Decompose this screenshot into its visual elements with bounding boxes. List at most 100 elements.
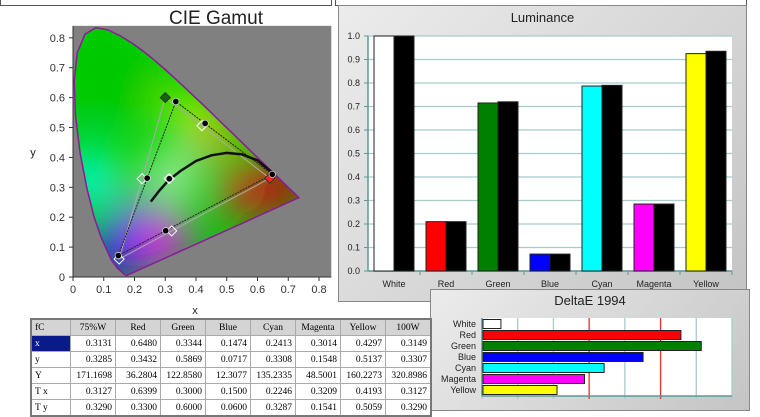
luminance-bar-yellow-target	[685, 53, 707, 272]
table-cell[interactable]: 0.3127	[385, 383, 432, 400]
y-tick-label: 0.1	[347, 243, 360, 253]
column-header[interactable]: Magenta	[295, 318, 341, 336]
y-tick-label: 0.4	[50, 152, 65, 164]
luminance-bar-red-measured	[445, 221, 467, 272]
y-tick-label: White	[453, 319, 476, 329]
table-cell[interactable]: 0.3127	[70, 383, 116, 400]
table-cell[interactable]: 0.3432	[115, 351, 161, 368]
x-tick-label: 0.8	[311, 284, 326, 296]
table-cell[interactable]: 0.6399	[115, 383, 161, 400]
luminance-bar-cyan-target	[581, 85, 603, 272]
luminance-bar-white-measured	[393, 35, 415, 272]
table-cell[interactable]: 0.3287	[250, 399, 296, 417]
target-point-white	[163, 172, 175, 185]
row-label[interactable]: x	[30, 335, 71, 352]
column-header[interactable]: Blue	[205, 318, 251, 336]
luminance-bar-red-target	[425, 221, 447, 272]
x-tick-label: Red	[438, 279, 455, 289]
x-tick-label: 0.7	[281, 284, 296, 296]
table-cell[interactable]: 0.1474	[205, 335, 251, 352]
y-tick-label: 0.2	[50, 212, 65, 224]
row-label[interactable]: T x	[30, 383, 71, 400]
table-cell[interactable]: 0.2246	[250, 383, 296, 400]
table-cell[interactable]: 0.0600	[205, 399, 251, 417]
table-cell[interactable]: 0.3149	[385, 335, 432, 352]
table-cell[interactable]: 0.3285	[70, 351, 116, 368]
column-header[interactable]: Cyan	[250, 318, 296, 336]
column-header[interactable]: Red	[115, 318, 161, 336]
table-cell[interactable]: 0.5059	[340, 399, 386, 417]
luminance-bar-blue-measured	[549, 253, 571, 272]
table-cell[interactable]: 0.3300	[115, 399, 161, 417]
table-cell[interactable]: 0.3308	[250, 351, 296, 368]
table-cell[interactable]: 0.3344	[160, 335, 206, 352]
table-cell[interactable]: 0.3209	[295, 383, 341, 400]
row-label[interactable]: Y	[30, 367, 71, 384]
measured-point-cyan	[143, 174, 151, 182]
y-tick-label: 0.1	[50, 242, 65, 254]
table-cell[interactable]: 36.2804	[115, 367, 161, 384]
table-cell[interactable]: 0.4297	[340, 335, 386, 352]
y-tick-label: 0.2	[347, 219, 360, 229]
row-label[interactable]: T y	[30, 399, 71, 417]
table-cell[interactable]: 0.0717	[205, 351, 251, 368]
luminance-bar-blue-target	[529, 253, 551, 272]
y-tick-label: 0.3	[50, 182, 65, 194]
table-cell[interactable]: 12.3077	[205, 367, 251, 384]
x-tick-label: 0.6	[250, 284, 265, 296]
row-label[interactable]: y	[30, 351, 71, 368]
table-cell[interactable]: 48.5001	[295, 367, 341, 384]
table-row: Y 171.1698 36.2804 122.8580 12.3077 135.2335 4…	[30, 367, 432, 384]
table-cell[interactable]: 0.3131	[70, 335, 116, 352]
cie-y-label: y	[30, 147, 36, 159]
table-cell[interactable]: 0.6000	[160, 399, 206, 417]
table-cell[interactable]: 135.2335	[250, 367, 296, 384]
table-cell[interactable]: 0.3290	[70, 399, 116, 417]
planckian-locus	[149, 151, 273, 203]
table-cell[interactable]: 0.5869	[160, 351, 206, 368]
table-cell[interactable]: 0.1541	[295, 399, 341, 417]
measured-point-white	[165, 175, 173, 183]
table-cell[interactable]: 122.8580	[160, 367, 206, 384]
x-tick-label: 0.3	[158, 284, 173, 296]
x-tick-label: Blue	[541, 279, 559, 289]
target-point-green	[159, 91, 171, 104]
table-cell[interactable]: 0.1500	[205, 383, 251, 400]
deltae-title: DeltaE 1994	[554, 293, 626, 308]
target-gamut-triangle	[118, 96, 271, 261]
x-tick-label: 0.2	[127, 284, 142, 296]
x-tick-label: Yellow	[693, 279, 719, 289]
table-row: T x 0.3127 0.6399 0.3000 0.1500 0.2246 0.3209 0…	[30, 383, 432, 400]
column-header[interactable]: 100W	[385, 318, 432, 336]
luminance-panel: Luminance 0.0 0.1 0.2 0.3 0.4 0.5 0.6 0.7 0.8 0.9…	[338, 5, 747, 302]
table-cell[interactable]: 0.4193	[340, 383, 386, 400]
table-cell[interactable]: 0.3307	[385, 351, 432, 368]
table-row: y 0.3285 0.3432 0.5869 0.0717 0.3308 0.1548 0.5…	[30, 351, 432, 368]
table-cell[interactable]: 0.1548	[295, 351, 341, 368]
column-header[interactable]: 75%W	[70, 318, 116, 336]
luminance-bar-magenta-measured	[653, 203, 675, 272]
table-cell[interactable]: 0.2413	[250, 335, 296, 352]
table-cell[interactable]: 0.6480	[115, 335, 161, 352]
y-tick-label: 0	[59, 272, 65, 284]
table-cell[interactable]: 320.8986	[385, 367, 432, 384]
luminance-bar-cyan-measured	[601, 84, 623, 272]
y-tick-label: 0.7	[50, 63, 65, 75]
column-header[interactable]: Green	[160, 318, 206, 336]
x-tick-label: Cyan	[591, 279, 612, 289]
cie-gamut-chart: CIE Gamut 0 0.1 0.2 0.3 0.4 0.5 0.6 0.7 0.8 0 0.1 0…	[30, 8, 332, 317]
column-header[interactable]: Yellow	[340, 318, 386, 336]
table-header-row: fC 75%W Red Green Blue Cyan Magenta Yell…	[30, 318, 432, 336]
x-tick-label: 0.4	[188, 284, 203, 296]
table-cell[interactable]: 160.2273	[340, 367, 386, 384]
table-cell[interactable]: 171.1698	[70, 367, 116, 384]
y-tick-label: 0.5	[347, 149, 360, 159]
y-tick-label: 0.6	[347, 125, 360, 135]
table-cell[interactable]: 0.3000	[160, 383, 206, 400]
table-cell[interactable]: 0.5137	[340, 351, 386, 368]
table-cell[interactable]: 0.3014	[295, 335, 341, 352]
table-cell[interactable]: 0.3290	[385, 399, 432, 417]
y-tick-label: Red	[459, 330, 476, 340]
luminance-bar-green-target	[477, 102, 499, 272]
